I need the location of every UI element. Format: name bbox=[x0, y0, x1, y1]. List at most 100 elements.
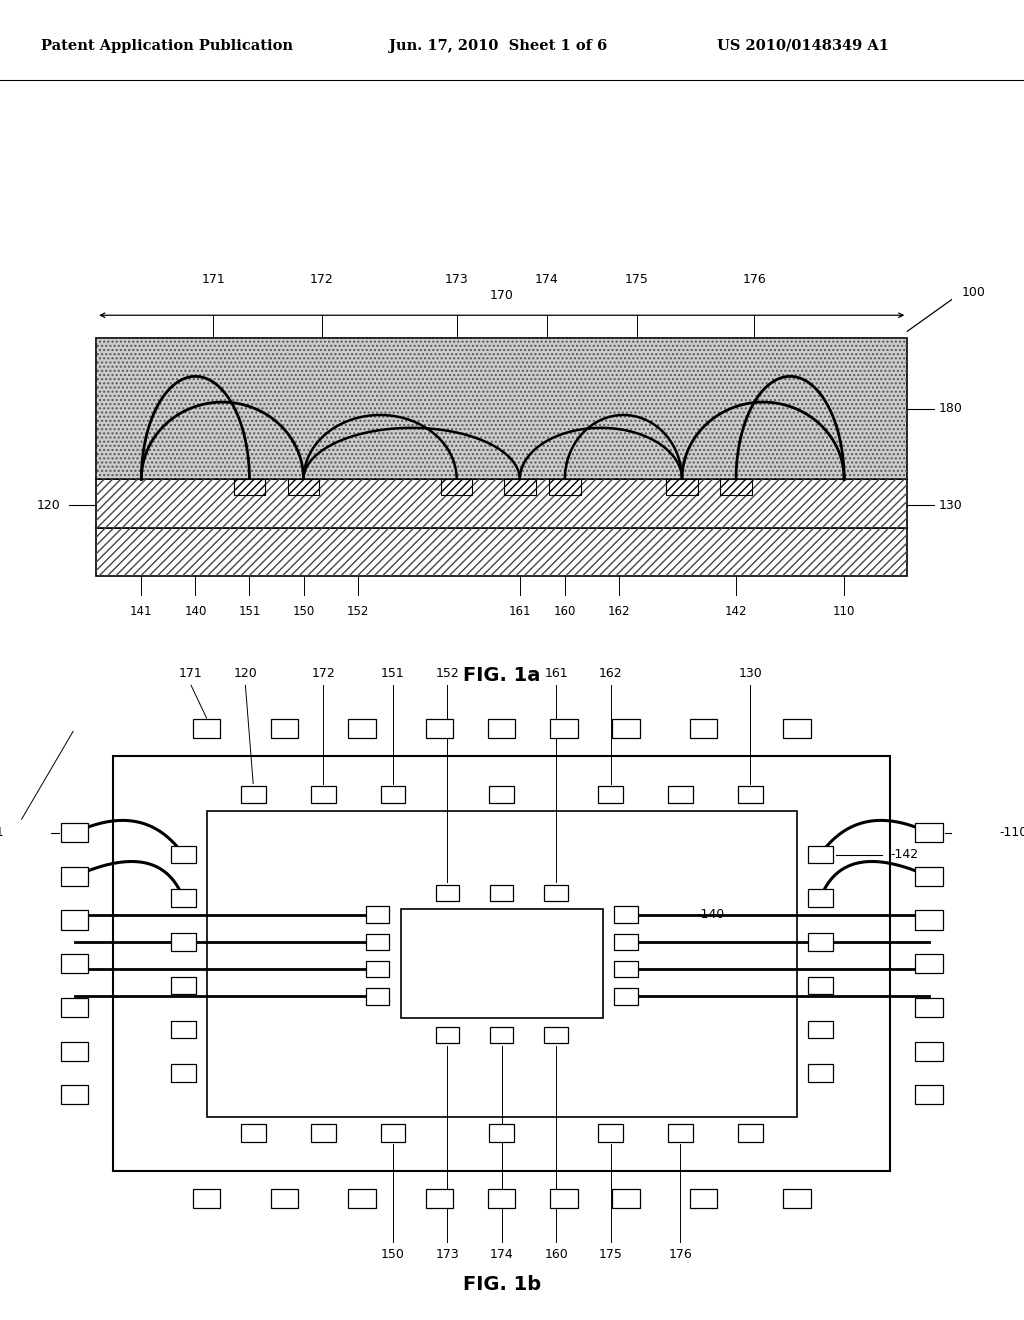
Bar bbox=[60, 998, 88, 1016]
Text: 151: 151 bbox=[381, 667, 404, 680]
Text: FIG. 1a: FIG. 1a bbox=[463, 665, 541, 685]
Text: 141: 141 bbox=[130, 605, 153, 618]
Text: 161: 161 bbox=[545, 667, 568, 680]
Text: 120: 120 bbox=[37, 499, 60, 512]
Bar bbox=[612, 1189, 640, 1208]
Bar bbox=[381, 785, 406, 803]
Text: Patent Application Publication: Patent Application Publication bbox=[41, 38, 293, 53]
Bar bbox=[915, 911, 943, 929]
Text: 150: 150 bbox=[381, 1247, 404, 1261]
Bar bbox=[241, 785, 265, 803]
Bar bbox=[488, 719, 515, 738]
Bar bbox=[720, 479, 752, 495]
Bar bbox=[366, 989, 389, 1005]
Bar bbox=[441, 479, 472, 495]
Bar bbox=[668, 785, 693, 803]
Text: -110: -110 bbox=[999, 826, 1024, 840]
Text: 161: 161 bbox=[509, 605, 531, 618]
Bar bbox=[545, 884, 567, 902]
Bar bbox=[381, 1125, 406, 1142]
Text: 120: 120 bbox=[233, 667, 257, 680]
Text: 162: 162 bbox=[599, 667, 623, 680]
Text: 176: 176 bbox=[742, 273, 766, 286]
Bar bbox=[614, 907, 638, 923]
Bar bbox=[488, 1189, 515, 1208]
Text: 172: 172 bbox=[309, 273, 334, 286]
Bar bbox=[808, 1020, 833, 1038]
Bar bbox=[808, 977, 833, 994]
Bar bbox=[808, 1064, 833, 1081]
Bar bbox=[96, 528, 907, 576]
Bar bbox=[549, 479, 581, 495]
Bar bbox=[614, 989, 638, 1005]
Bar bbox=[783, 719, 811, 738]
Text: 172: 172 bbox=[311, 667, 335, 680]
Bar bbox=[915, 824, 943, 842]
Bar bbox=[114, 756, 890, 1171]
Text: 130: 130 bbox=[939, 499, 963, 512]
Bar bbox=[915, 1041, 943, 1061]
Bar bbox=[96, 338, 907, 479]
Bar bbox=[915, 998, 943, 1016]
Text: 130: 130 bbox=[738, 667, 762, 680]
Bar bbox=[550, 719, 578, 738]
Text: 180: 180 bbox=[939, 403, 963, 414]
Bar bbox=[193, 1189, 220, 1208]
Text: 160: 160 bbox=[554, 605, 577, 618]
Bar bbox=[366, 961, 389, 977]
Bar bbox=[60, 954, 88, 973]
Text: 140: 140 bbox=[184, 605, 207, 618]
Bar bbox=[915, 1085, 943, 1105]
Text: 174: 174 bbox=[489, 1247, 514, 1261]
Bar bbox=[504, 479, 536, 495]
Bar bbox=[598, 1125, 623, 1142]
Bar bbox=[171, 846, 196, 863]
Bar bbox=[348, 1189, 376, 1208]
Text: 173: 173 bbox=[444, 273, 469, 286]
Text: 110: 110 bbox=[833, 605, 855, 618]
Bar bbox=[915, 954, 943, 973]
Bar bbox=[489, 785, 514, 803]
Text: 171: 171 bbox=[202, 273, 225, 286]
Text: -142: -142 bbox=[890, 847, 919, 861]
Bar bbox=[690, 719, 718, 738]
Bar bbox=[667, 479, 697, 495]
Text: 152: 152 bbox=[346, 605, 369, 618]
Bar bbox=[171, 1064, 196, 1081]
Bar bbox=[614, 961, 638, 977]
Text: 175: 175 bbox=[599, 1247, 623, 1261]
Bar bbox=[489, 1125, 514, 1142]
Bar bbox=[348, 719, 376, 738]
Bar bbox=[400, 909, 603, 1018]
Bar bbox=[545, 1027, 567, 1043]
Bar bbox=[720, 479, 752, 495]
Bar bbox=[549, 479, 581, 495]
Bar bbox=[171, 933, 196, 950]
Text: 173: 173 bbox=[435, 1247, 459, 1261]
Bar bbox=[310, 1125, 336, 1142]
Bar bbox=[738, 1125, 763, 1142]
Bar bbox=[270, 1189, 298, 1208]
Bar bbox=[96, 528, 907, 576]
Text: 174: 174 bbox=[535, 273, 559, 286]
Bar bbox=[171, 1020, 196, 1038]
Text: US 2010/0148349 A1: US 2010/0148349 A1 bbox=[717, 38, 889, 53]
Bar bbox=[668, 1125, 693, 1142]
Bar bbox=[783, 1189, 811, 1208]
Bar bbox=[288, 479, 319, 495]
Bar bbox=[193, 719, 220, 738]
Text: 176: 176 bbox=[669, 1247, 692, 1261]
Bar bbox=[60, 911, 88, 929]
Bar bbox=[60, 1041, 88, 1061]
Bar bbox=[60, 824, 88, 842]
Bar bbox=[436, 1027, 459, 1043]
Bar bbox=[436, 884, 459, 902]
Text: FIG. 1b: FIG. 1b bbox=[463, 1275, 541, 1294]
Text: Jun. 17, 2010  Sheet 1 of 6: Jun. 17, 2010 Sheet 1 of 6 bbox=[389, 38, 607, 53]
Bar bbox=[60, 1085, 88, 1105]
Bar bbox=[233, 479, 265, 495]
Text: 162: 162 bbox=[607, 605, 630, 618]
Bar bbox=[96, 338, 907, 479]
Bar bbox=[738, 785, 763, 803]
Bar bbox=[490, 884, 513, 902]
